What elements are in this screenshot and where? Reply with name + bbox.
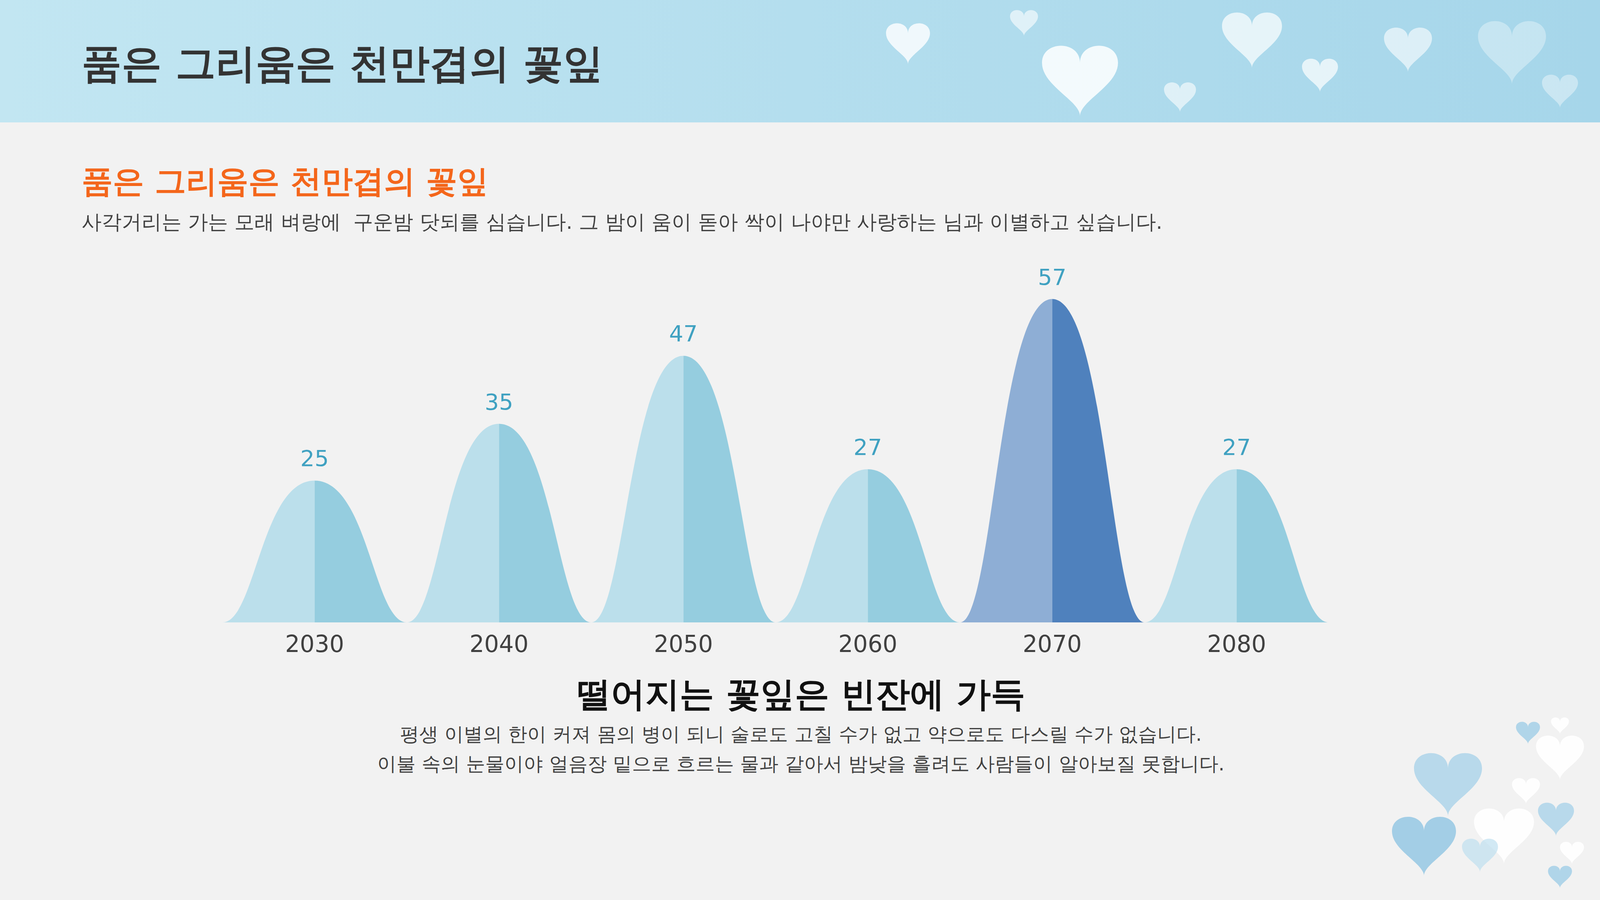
bell-left <box>406 424 500 623</box>
heart-decoration <box>1414 753 1482 816</box>
heart-decoration <box>886 23 930 64</box>
bell <box>960 299 1145 623</box>
x-tick-label: 2080 <box>1207 630 1267 658</box>
heart-decoration <box>1512 778 1540 804</box>
bell-right <box>1236 469 1330 623</box>
heart-decoration <box>1222 12 1282 68</box>
x-tick-label: 2030 <box>285 630 345 658</box>
background <box>0 0 1600 900</box>
bell <box>222 480 407 623</box>
heart-decoration <box>1478 21 1546 84</box>
page: 품은 그리움은 천만겹의 꽃잎품은 그리움은 천만겹의 꽃잎사각거리는 가는 모… <box>0 0 1600 900</box>
footer-title: 떨어지는 꽃잎은 빈잔에 가득 <box>576 674 1026 714</box>
bell-right <box>314 480 408 623</box>
heart-decoration <box>1551 717 1570 734</box>
description: 사각거리는 가는 모래 벼랑에 구운밤 닷되를 심습니다. 그 밤이 움이 돋아… <box>81 210 1163 234</box>
footer-line: 이불 속의 눈물이야 얼음장 밑으로 흐르는 물과 같아서 밤낮을 흘려도 사람… <box>377 752 1225 775</box>
data-label: 27 <box>1222 434 1251 460</box>
heart-decoration <box>1538 802 1574 836</box>
bell-left <box>1144 469 1237 623</box>
bell-left <box>775 469 868 623</box>
heart-decoration <box>1384 27 1432 72</box>
heart-decoration <box>1542 74 1578 108</box>
bell-left <box>222 480 315 623</box>
bell-right <box>868 469 961 623</box>
bell-left <box>960 299 1053 623</box>
corner-hearts <box>1392 717 1584 888</box>
data-label: 35 <box>484 388 514 415</box>
heart-decoration <box>1516 722 1540 745</box>
heart-decoration <box>1302 58 1338 92</box>
x-tick-label: 2060 <box>838 630 898 658</box>
labels: 25 2030 35 2040 47 2050 27 2060 57 2070 27 2080 <box>285 264 1267 658</box>
marks <box>222 299 1329 623</box>
heart-decoration <box>1536 735 1584 780</box>
x-tick-label: 2070 <box>1022 630 1082 658</box>
footer-line: 평생 이별의 한이 커져 몸의 병이 되니 술로도 고칠 수가 없고 약으로도 … <box>400 722 1202 746</box>
heart-decoration <box>1462 838 1498 872</box>
heart-decoration <box>1042 45 1118 116</box>
bell-left <box>591 355 684 623</box>
data-label: 25 <box>300 445 329 472</box>
data-label: 27 <box>853 434 882 460</box>
data-label: 57 <box>1038 264 1067 290</box>
x-tick-label: 2040 <box>469 630 529 658</box>
header-band <box>0 0 1600 123</box>
data-label: 47 <box>669 320 698 347</box>
bell <box>406 424 592 623</box>
heart-decoration <box>1392 816 1456 876</box>
bell-right <box>499 424 592 623</box>
heart-decoration <box>1010 10 1038 36</box>
subtitle: 품은 그리움은 천만겹의 꽃잎 <box>81 163 489 200</box>
bell-right <box>1052 299 1145 623</box>
header-hearts <box>886 10 1578 116</box>
page-title: 품은 그리움은 천만겹의 꽃잎 <box>81 40 604 87</box>
heart-decoration <box>1548 866 1572 889</box>
bell <box>1144 469 1329 623</box>
heart-decoration <box>1560 842 1584 865</box>
x-tick-label: 2050 <box>654 630 714 658</box>
bell <box>775 469 960 623</box>
heart-decoration <box>1164 82 1196 112</box>
bell-right <box>683 355 776 623</box>
bell <box>591 355 776 623</box>
